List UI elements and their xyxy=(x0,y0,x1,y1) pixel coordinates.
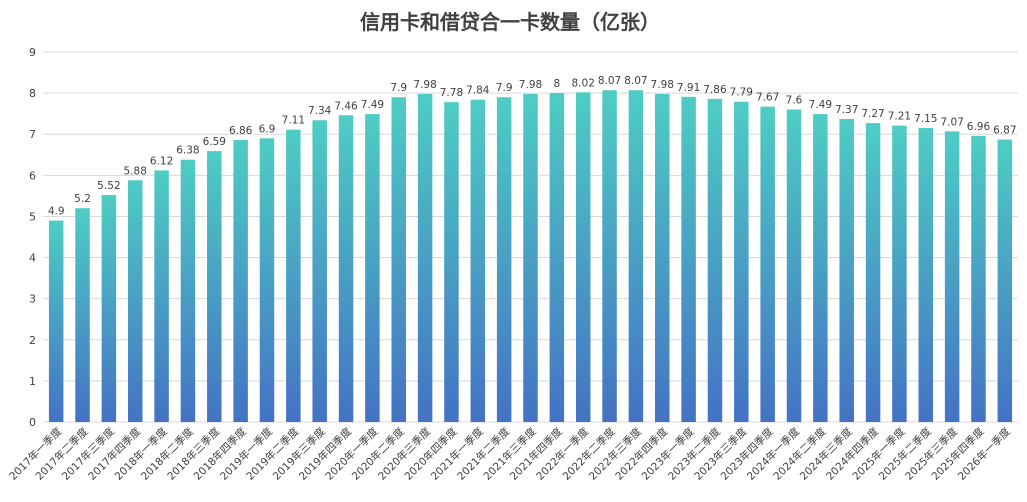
bar xyxy=(48,220,64,422)
y-tick-label: 9 xyxy=(29,46,36,59)
bar xyxy=(523,93,538,422)
y-tick-label: 3 xyxy=(29,293,36,306)
data-label: 7.9 xyxy=(390,82,407,94)
y-tick-label: 7 xyxy=(29,128,36,141)
data-label: 8.02 xyxy=(572,77,595,89)
bar xyxy=(575,92,591,423)
bar xyxy=(233,139,248,422)
data-label: 7.21 xyxy=(888,111,911,123)
y-tick-label: 1 xyxy=(29,375,36,388)
bar xyxy=(127,180,143,422)
y-axis-ticks: 0 1 2 3 4 5 6 7 8 9 xyxy=(29,46,36,429)
data-label: 7.78 xyxy=(440,87,463,99)
bar xyxy=(892,125,907,422)
bar xyxy=(338,115,354,423)
data-label: 8.07 xyxy=(624,75,647,87)
data-label: 6.86 xyxy=(229,125,253,137)
bar xyxy=(75,208,90,422)
data-label: 6.12 xyxy=(150,155,173,167)
bar xyxy=(417,93,433,422)
bar xyxy=(312,120,327,422)
bar xyxy=(207,151,222,423)
data-label: 7.49 xyxy=(809,99,832,111)
bar xyxy=(496,97,512,422)
bar xyxy=(681,96,696,423)
data-label: 7.46 xyxy=(334,100,358,112)
y-tick-label: 4 xyxy=(29,252,36,265)
data-label: 7.49 xyxy=(361,99,384,111)
data-label: 7.84 xyxy=(466,85,490,97)
data-label: 7.34 xyxy=(308,105,332,117)
bar xyxy=(786,109,802,423)
data-label: 5.2 xyxy=(74,193,91,205)
bar xyxy=(628,90,644,422)
y-tick-label: 8 xyxy=(29,87,36,100)
bar xyxy=(391,97,406,422)
data-label: 6.59 xyxy=(203,136,226,148)
data-label: 7.9 xyxy=(496,82,513,94)
bar xyxy=(286,129,301,422)
data-label: 7.98 xyxy=(519,79,542,91)
bar xyxy=(997,139,1013,423)
bar xyxy=(971,135,986,422)
bar xyxy=(154,170,169,422)
bar xyxy=(602,90,617,422)
y-tick-label: 6 xyxy=(29,169,36,182)
y-tick-label: 5 xyxy=(29,210,36,223)
data-label: 5.88 xyxy=(124,165,147,177)
bar xyxy=(734,101,749,422)
bars xyxy=(48,90,1013,423)
data-label: 6.87 xyxy=(993,125,1016,137)
data-label: 7.98 xyxy=(651,79,674,91)
bar xyxy=(470,99,486,422)
bar xyxy=(259,138,275,423)
data-label: 6.96 xyxy=(967,121,991,133)
data-label: 7.67 xyxy=(756,92,779,104)
data-label: 6.9 xyxy=(259,123,276,135)
y-tick-label: 0 xyxy=(29,416,36,429)
data-label: 7.15 xyxy=(914,113,937,125)
bar xyxy=(655,93,670,422)
data-label: 7.91 xyxy=(677,82,700,94)
data-label: 7.37 xyxy=(835,104,858,116)
data-label: 7.98 xyxy=(413,79,436,91)
bar xyxy=(365,114,380,423)
bar xyxy=(101,195,117,422)
bar xyxy=(918,128,934,423)
data-label: 7.6 xyxy=(786,95,803,107)
chart-title: 信用卡和借贷合一卡数量（亿张） xyxy=(360,10,660,34)
data-label: 7.11 xyxy=(282,115,305,127)
data-label: 5.52 xyxy=(97,180,120,192)
bar xyxy=(839,119,854,422)
data-label: 7.86 xyxy=(703,84,727,96)
data-label: 4.9 xyxy=(48,206,65,218)
data-labels: 4.95.25.525.886.126.386.596.86 6.97.117.3… xyxy=(48,75,1017,217)
data-label: 7.79 xyxy=(730,87,753,99)
y-tick-label: 2 xyxy=(29,334,36,347)
bar xyxy=(180,159,196,422)
bar xyxy=(944,131,960,422)
data-label: 8.07 xyxy=(598,75,621,87)
bar xyxy=(813,114,828,423)
data-label: 7.27 xyxy=(861,108,884,120)
bar xyxy=(865,123,881,422)
data-label: 7.07 xyxy=(940,116,963,128)
bar xyxy=(444,102,459,423)
bar xyxy=(549,93,565,422)
data-label: 8 xyxy=(554,78,561,90)
data-label: 6.38 xyxy=(176,145,199,157)
x-axis-ticks: 2017年一季度2017年二季度2017年三季度2017年四季度2018年一季度… xyxy=(7,425,1014,483)
bar xyxy=(707,98,723,422)
bar xyxy=(760,106,775,422)
